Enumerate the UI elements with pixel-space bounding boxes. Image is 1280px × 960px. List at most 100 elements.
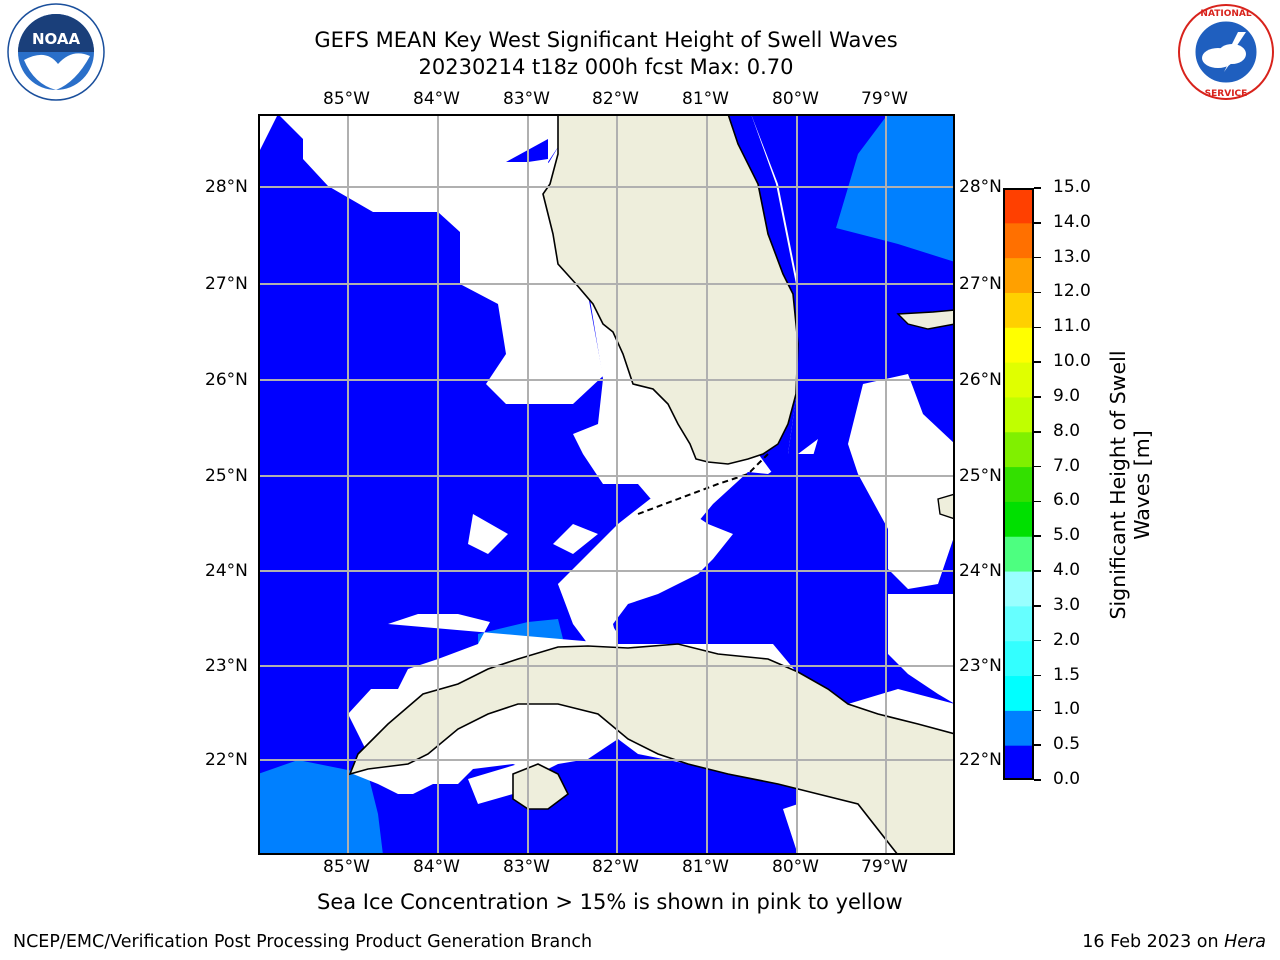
lon-label-bottom: 84°W xyxy=(413,857,460,877)
colorbar-segment xyxy=(1003,536,1034,572)
lat-label-left: 25°N xyxy=(205,466,248,486)
colorbar-tick-label: 13.0 xyxy=(1053,246,1091,267)
colorbar-segment xyxy=(1003,710,1034,746)
colorbar-tick-mark xyxy=(1034,639,1041,642)
lon-label-top: 80°W xyxy=(772,89,819,109)
svg-text:NATIONAL: NATIONAL xyxy=(1200,9,1251,19)
colorbar-tick-mark xyxy=(1034,605,1041,607)
colorbar-tick-mark xyxy=(1034,570,1041,572)
colorbar-segment xyxy=(1003,675,1034,711)
chart-subtitle: 20230214 t18z 000h fcst Max: 0.70 xyxy=(418,55,794,79)
grand-bahama xyxy=(896,309,955,330)
lat-label-right: 24°N xyxy=(959,561,1002,581)
lat-label-right: 25°N xyxy=(959,466,1002,486)
colorbar-label-line1: Significant Height of Swell xyxy=(1106,350,1130,620)
colorbar-tick-label: 6.0 xyxy=(1053,490,1081,511)
lat-label-left: 28°N xyxy=(205,177,248,197)
lat-label-left: 24°N xyxy=(205,561,248,581)
lat-label-left: 26°N xyxy=(205,370,248,390)
chart-title: GEFS MEAN Key West Significant Height of… xyxy=(314,28,898,52)
colorbar-segment xyxy=(1003,396,1034,433)
colorbar-tick-label: 1.0 xyxy=(1053,699,1081,720)
map-panel xyxy=(258,114,955,855)
lon-label-bottom: 83°W xyxy=(503,857,550,877)
footer-date-text: 16 Feb 2023 on xyxy=(1082,932,1225,952)
swell-area-sw xyxy=(258,760,383,855)
lon-label-bottom: 82°W xyxy=(592,857,639,877)
lat-label-left: 22°N xyxy=(205,750,248,770)
florida-keys xyxy=(637,453,769,515)
colorbar-tick-mark xyxy=(1034,431,1041,433)
colorbar-tick-mark xyxy=(1034,256,1041,259)
florida-land xyxy=(542,114,799,465)
colorbar-tick-mark xyxy=(1034,326,1041,329)
lat-label-right: 27°N xyxy=(959,274,1002,294)
colorbar-tick-label: 1.5 xyxy=(1053,664,1081,685)
colorbar-tick-mark xyxy=(1034,674,1041,677)
graticule xyxy=(258,114,955,855)
lon-label-top: 84°W xyxy=(413,89,460,109)
colorbar-tick-label: 11.0 xyxy=(1053,316,1091,337)
andros-island xyxy=(937,493,955,520)
colorbar-segment xyxy=(1003,327,1034,363)
colorbar-tick-label: 5.0 xyxy=(1053,525,1081,546)
colorbar-tick-mark xyxy=(1034,744,1041,746)
footer-date: 16 Feb 2023 on Hera xyxy=(1082,932,1266,952)
colorbar-segment xyxy=(1003,188,1034,224)
colorbar-tick-label: 7.0 xyxy=(1053,455,1081,476)
lat-label-left: 27°N xyxy=(205,274,248,294)
noaa-logo-text: NOAA xyxy=(32,30,81,48)
footer-credit: NCEP/EMC/Verification Post Processing Pr… xyxy=(13,932,593,952)
lon-label-top: 85°W xyxy=(323,89,370,109)
colorbar-segment xyxy=(1003,362,1034,398)
lon-label-top: 83°W xyxy=(503,89,550,109)
colorbar-segment xyxy=(1003,431,1034,468)
noaa-logo: NOAA xyxy=(6,2,106,102)
colorbar-tick-mark xyxy=(1034,222,1041,224)
cuba-land xyxy=(348,643,955,855)
lon-label-top: 82°W xyxy=(592,89,639,109)
colorbar-tick-mark xyxy=(1034,779,1041,781)
lon-label-bottom: 81°W xyxy=(682,857,729,877)
colorbar-tick-label: 0.0 xyxy=(1053,769,1081,789)
lon-label-top: 81°W xyxy=(682,89,729,109)
colorbar-tick-label: 10.0 xyxy=(1053,351,1091,372)
colorbar-tick-mark xyxy=(1034,291,1041,294)
colorbar xyxy=(1003,188,1034,780)
colorbar-tick-mark xyxy=(1034,396,1041,398)
lat-label-right: 23°N xyxy=(959,656,1002,676)
colorbar-segment xyxy=(1003,571,1034,607)
colorbar-tick-mark xyxy=(1034,535,1041,537)
colorbar-segment xyxy=(1003,501,1034,537)
colorbar-segment xyxy=(1003,466,1034,502)
lat-label-right: 26°N xyxy=(959,370,1002,390)
colorbar-tick-label: 2.0 xyxy=(1053,629,1081,650)
colorbar-tick-mark xyxy=(1034,709,1041,712)
colorbar-tick-label: 3.0 xyxy=(1053,594,1081,615)
colorbar-tick-mark xyxy=(1034,500,1041,503)
colorbar-tick-label: 15.0 xyxy=(1053,177,1091,197)
colorbar-segment xyxy=(1003,222,1034,259)
map-frame xyxy=(258,114,955,855)
colorbar-tick-mark xyxy=(1034,187,1041,189)
colorbar-label: Significant Height of Swell Waves [m] xyxy=(1106,350,1154,619)
colorbar-tick-mark xyxy=(1034,465,1041,468)
colorbar-tick-label: 14.0 xyxy=(1053,211,1091,232)
colorbar-segment xyxy=(1003,640,1034,677)
colorbar-tick-mark xyxy=(1034,361,1041,363)
colorbar-segment xyxy=(1003,605,1034,642)
colorbar-tick-label: 4.0 xyxy=(1053,560,1081,581)
nws-logo: NATIONAL SERVICE xyxy=(1176,2,1276,102)
colorbar-tick-label: 12.0 xyxy=(1053,281,1091,302)
colorbar-tick-label: 8.0 xyxy=(1053,420,1081,441)
isla-de-la-juventud xyxy=(512,763,570,810)
colorbar-segment xyxy=(1003,292,1034,328)
lon-label-bottom: 79°W xyxy=(861,857,908,877)
lat-label-left: 23°N xyxy=(205,656,248,676)
colorbar-label-line2: Waves [m] xyxy=(1130,430,1154,540)
lon-label-bottom: 80°W xyxy=(772,857,819,877)
footer-host: Hera xyxy=(1224,932,1266,952)
colorbar-tick-label: 0.5 xyxy=(1053,734,1081,755)
lat-label-right: 28°N xyxy=(959,177,1002,197)
lon-label-top: 79°W xyxy=(861,89,908,109)
